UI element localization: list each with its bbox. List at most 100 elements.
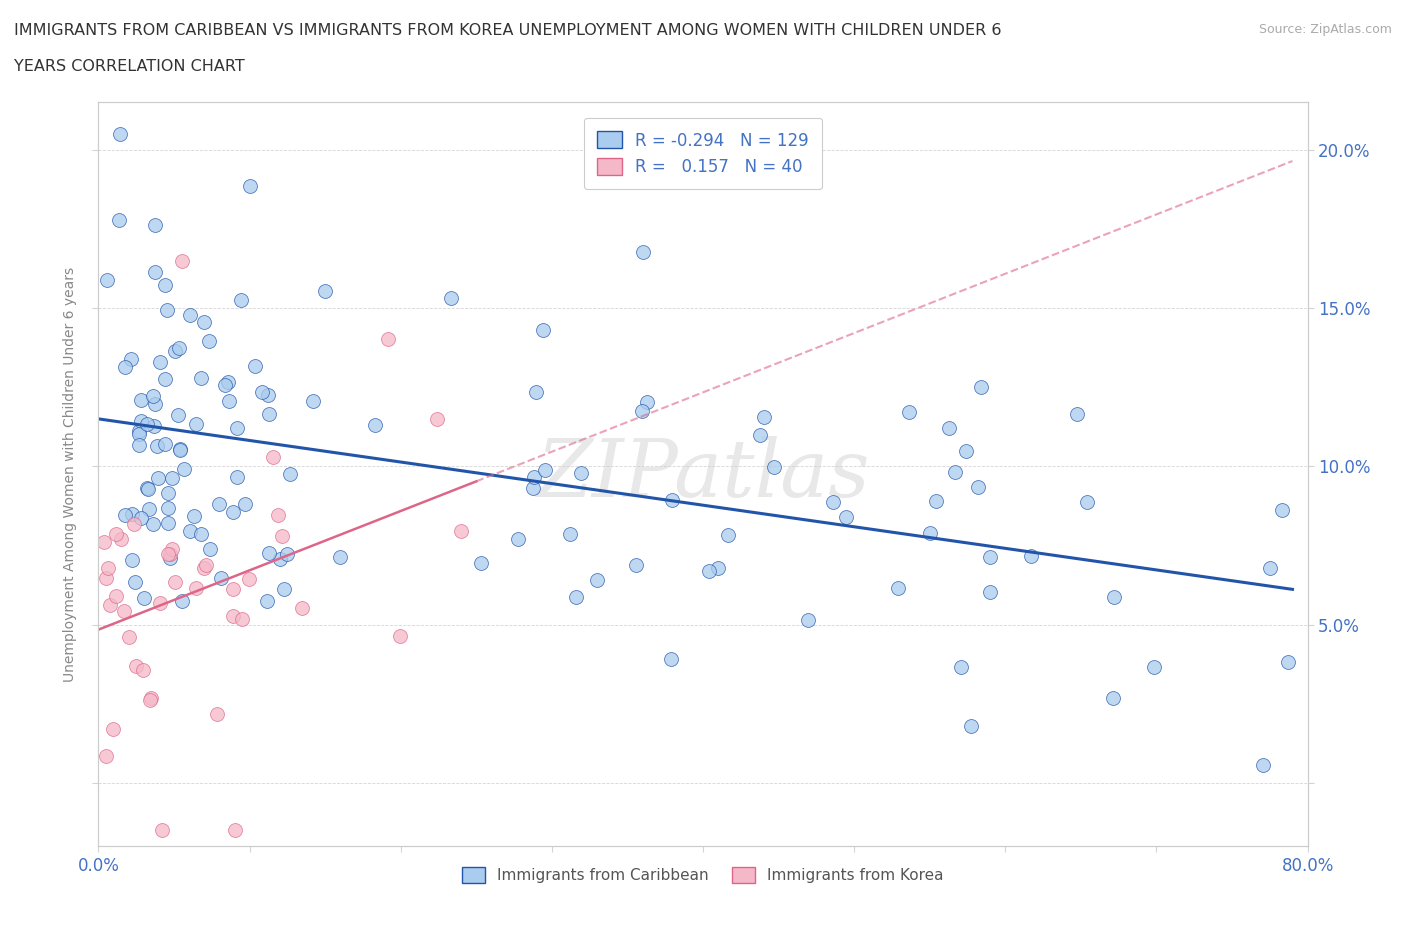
Point <box>222 608 245 623</box>
Point <box>835 510 858 525</box>
Point <box>143 218 166 232</box>
Point <box>967 479 990 494</box>
Point <box>377 331 399 346</box>
Point <box>160 541 183 556</box>
Point <box>1102 690 1125 705</box>
Point <box>1104 590 1126 604</box>
Point <box>149 595 172 610</box>
Point <box>157 485 180 500</box>
Point <box>920 525 942 540</box>
Point <box>221 504 243 519</box>
Point <box>950 659 973 674</box>
Point <box>262 449 284 464</box>
Point <box>955 444 977 458</box>
Point <box>267 508 290 523</box>
Point <box>156 500 179 515</box>
Point <box>1076 494 1098 509</box>
Point <box>139 691 162 706</box>
Point <box>752 410 775 425</box>
Point <box>163 344 186 359</box>
Point <box>426 411 449 426</box>
Point <box>129 393 152 408</box>
Point <box>134 591 156 605</box>
Point <box>143 264 166 279</box>
Point <box>659 651 682 666</box>
Point <box>193 561 215 576</box>
Point <box>256 593 278 608</box>
Point <box>898 405 921 419</box>
Point <box>231 611 253 626</box>
Point <box>163 575 186 590</box>
Point <box>250 385 273 400</box>
Point <box>1066 406 1088 421</box>
Point <box>938 420 960 435</box>
Point <box>114 360 136 375</box>
Point <box>763 459 786 474</box>
Point <box>195 558 218 573</box>
Point <box>142 389 165 404</box>
Point <box>157 547 180 562</box>
Point <box>209 570 232 585</box>
Point <box>960 719 983 734</box>
Point <box>129 511 152 525</box>
Point <box>276 547 298 562</box>
Point <box>1019 549 1042 564</box>
Point <box>108 126 131 141</box>
Point <box>214 378 236 392</box>
Point <box>142 516 165 531</box>
Text: ZIPatlas: ZIPatlas <box>536 435 870 513</box>
Point <box>198 334 221 349</box>
Point <box>524 385 547 400</box>
Point <box>226 470 249 485</box>
Point <box>631 404 654 418</box>
Point <box>440 291 463 306</box>
Point <box>697 564 720 578</box>
Point <box>122 517 145 532</box>
Point <box>121 507 143 522</box>
Point <box>159 551 181 565</box>
Point <box>159 546 181 561</box>
Point <box>184 581 207 596</box>
Point <box>138 482 160 497</box>
Point <box>329 550 352 565</box>
Point <box>166 407 188 422</box>
Point <box>450 524 472 538</box>
Point <box>120 352 142 367</box>
Point <box>569 466 592 481</box>
Point <box>585 572 607 587</box>
Point <box>138 501 160 516</box>
Point <box>233 497 256 512</box>
Point <box>979 584 1001 599</box>
Point <box>200 541 222 556</box>
Point <box>364 417 387 432</box>
Point <box>136 481 159 496</box>
Point <box>558 526 581 541</box>
Point <box>269 552 291 567</box>
Point <box>887 580 910 595</box>
Point <box>190 526 212 541</box>
Point <box>170 253 193 268</box>
Point <box>229 292 252 307</box>
Legend: R = -0.294   N = 129, R =   0.157   N = 40: R = -0.294 N = 129, R = 0.157 N = 40 <box>583 118 823 190</box>
Point <box>226 420 249 435</box>
Point <box>797 613 820 628</box>
Point <box>142 418 165 433</box>
Point <box>179 524 201 538</box>
Point <box>273 581 295 596</box>
Point <box>110 531 132 546</box>
Point <box>193 315 215 330</box>
Point <box>112 604 135 618</box>
Point <box>1271 503 1294 518</box>
Point <box>218 394 240 409</box>
Point <box>153 371 176 386</box>
Point <box>155 436 177 451</box>
Point <box>98 598 121 613</box>
Point <box>128 438 150 453</box>
Point <box>108 212 131 227</box>
Point <box>128 427 150 442</box>
Point <box>301 393 323 408</box>
Text: Source: ZipAtlas.com: Source: ZipAtlas.com <box>1258 23 1392 36</box>
Point <box>534 462 557 477</box>
Point <box>523 470 546 485</box>
Point <box>271 529 294 544</box>
